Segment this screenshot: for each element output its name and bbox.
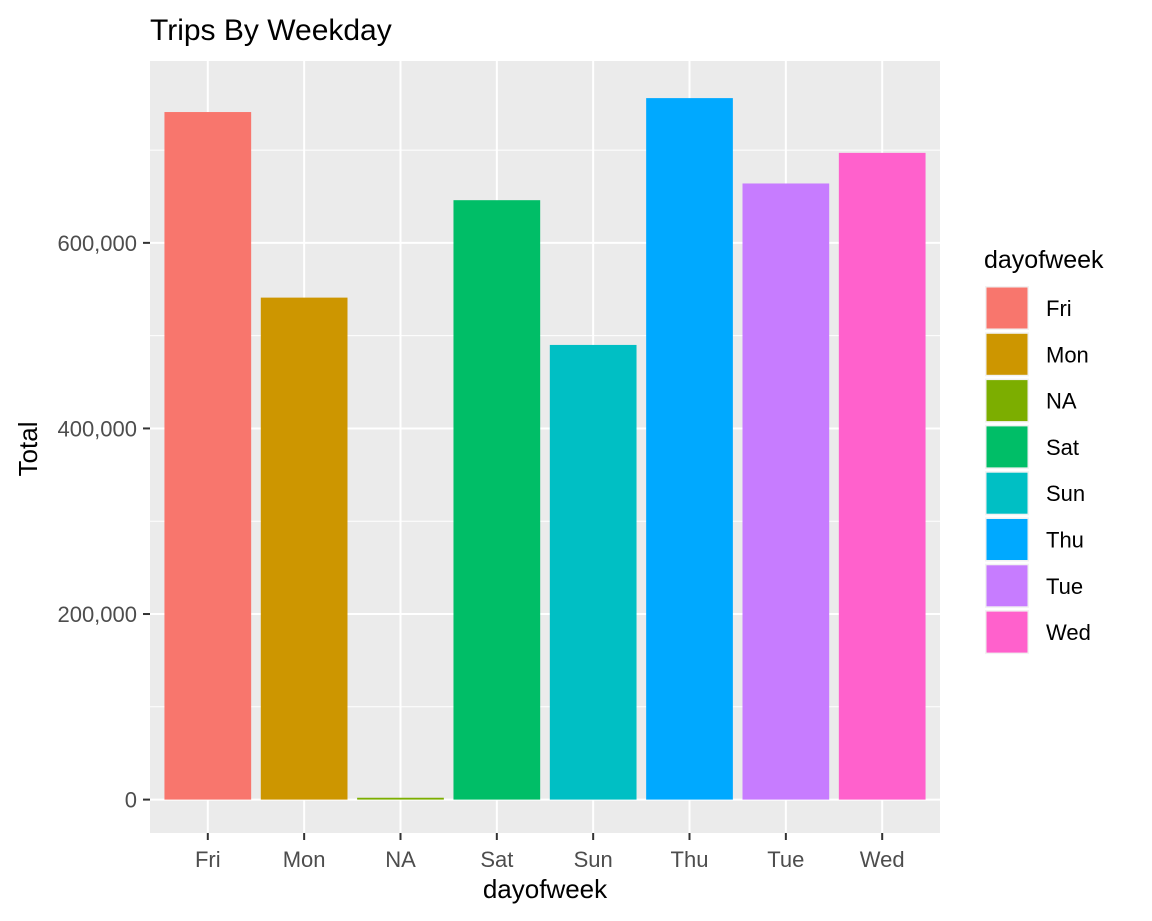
bar-wed xyxy=(838,152,926,800)
legend-swatch-wed xyxy=(986,611,1028,653)
legend-label: Mon xyxy=(1046,342,1089,367)
bars xyxy=(164,98,926,800)
x-tick-label: Mon xyxy=(283,847,326,872)
legend-label: NA xyxy=(1046,389,1077,414)
y-tick-label: 0 xyxy=(125,788,137,813)
legend-label: Fri xyxy=(1046,296,1072,321)
y-tick-label: 400,000 xyxy=(57,416,137,441)
y-tick-label: 200,000 xyxy=(57,602,137,627)
y-axis-title: Total xyxy=(13,422,43,477)
chart-title: Trips By Weekday xyxy=(150,14,392,47)
x-tick-label: Sun xyxy=(574,847,613,872)
x-tick-label: Fri xyxy=(195,847,221,872)
legend-swatch-tue xyxy=(986,565,1028,607)
legend-label: Thu xyxy=(1046,528,1084,553)
legend: dayofweek Fri Mon NA Sat Sun Thu Tue Wed xyxy=(984,246,1104,655)
bar-na xyxy=(357,797,444,800)
legend-label: Sun xyxy=(1046,481,1085,506)
bar-fri xyxy=(164,112,252,800)
legend-label: Wed xyxy=(1046,620,1091,645)
legend-swatch-fri xyxy=(986,287,1028,329)
legend-swatch-thu xyxy=(986,519,1028,560)
bar-mon xyxy=(260,297,348,800)
legend-title: dayofweek xyxy=(984,246,1104,274)
bar-sun xyxy=(549,344,637,800)
x-tick-label: Sat xyxy=(480,847,513,872)
legend-swatch-sun xyxy=(986,472,1028,514)
y-axis: 0 200,000 400,000 600,000 xyxy=(57,231,150,813)
legend-swatch-na xyxy=(986,380,1028,422)
legend-swatch-sat xyxy=(986,426,1028,468)
x-tick-label: Tue xyxy=(767,847,804,872)
legend-label: Tue xyxy=(1046,574,1083,599)
x-tick-label: NA xyxy=(385,847,416,872)
x-tick-label: Wed xyxy=(860,847,905,872)
bar-sat xyxy=(453,200,541,800)
y-tick-label: 600,000 xyxy=(57,231,137,256)
x-axis-title: dayofweek xyxy=(483,874,608,904)
bar-thu xyxy=(646,98,733,800)
x-axis: Fri Mon NA Sat Sun Thu Tue Wed xyxy=(195,833,905,872)
bar-tue xyxy=(742,183,830,800)
x-tick-label: Thu xyxy=(671,847,709,872)
legend-label: Sat xyxy=(1046,435,1079,460)
legend-swatch-mon xyxy=(986,333,1028,375)
